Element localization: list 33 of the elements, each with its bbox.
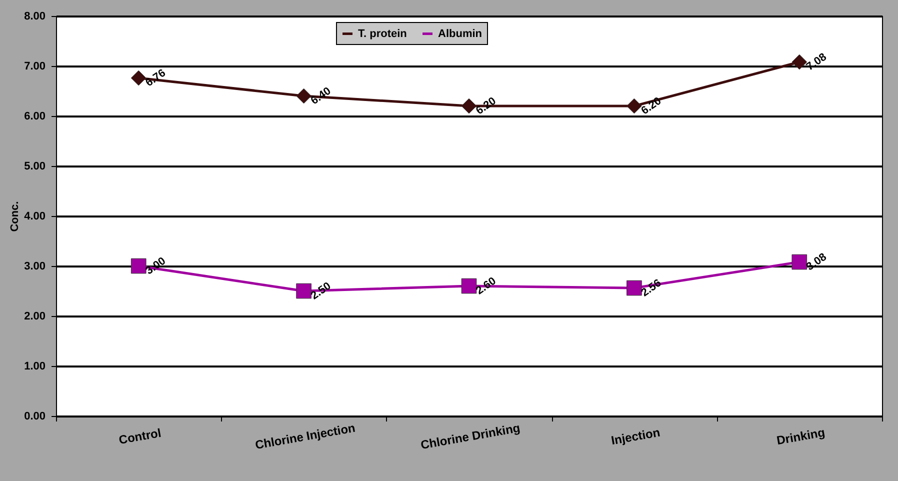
point [626,98,642,114]
data-label: 6.20 [474,95,498,118]
point [461,98,477,114]
y-axis-title: Conc. [9,201,22,232]
y-tick-label: 2.00 [24,310,46,322]
data-label: 6.76 [144,67,168,90]
point [296,88,312,104]
point [792,254,808,270]
x-tick-label: Chlorine Drinking [420,420,522,452]
x-tick-label: Chlorine Injection [254,420,356,452]
data-label: 2.60 [474,275,498,298]
point [461,278,477,294]
y-tick-label: 8.00 [24,10,46,22]
point [626,280,642,296]
y-tick-label: 6.00 [24,110,46,122]
point [130,258,146,274]
data-label: 6.40 [308,85,334,108]
legend-label: T. protein [358,28,408,40]
x-tick-label: Injection [610,425,662,448]
y-tick-label: 4.00 [24,210,46,222]
x-tick-label: Control [118,426,162,448]
x-tick-label: Drinking [776,425,826,448]
legend-label: Albumin [438,28,482,40]
y-tick-label: 3.00 [24,260,46,272]
data-label: 2.50 [308,280,334,302]
y-tick-label: 0.00 [24,410,46,422]
y-tick-label: 7.00 [24,60,46,72]
y-tick-label: 1.00 [24,360,46,372]
data-label: 2.56 [639,277,664,300]
point [296,283,312,299]
point [130,70,146,86]
y-tick-label: 5.00 [24,160,46,172]
data-label: 6.20 [639,95,664,118]
